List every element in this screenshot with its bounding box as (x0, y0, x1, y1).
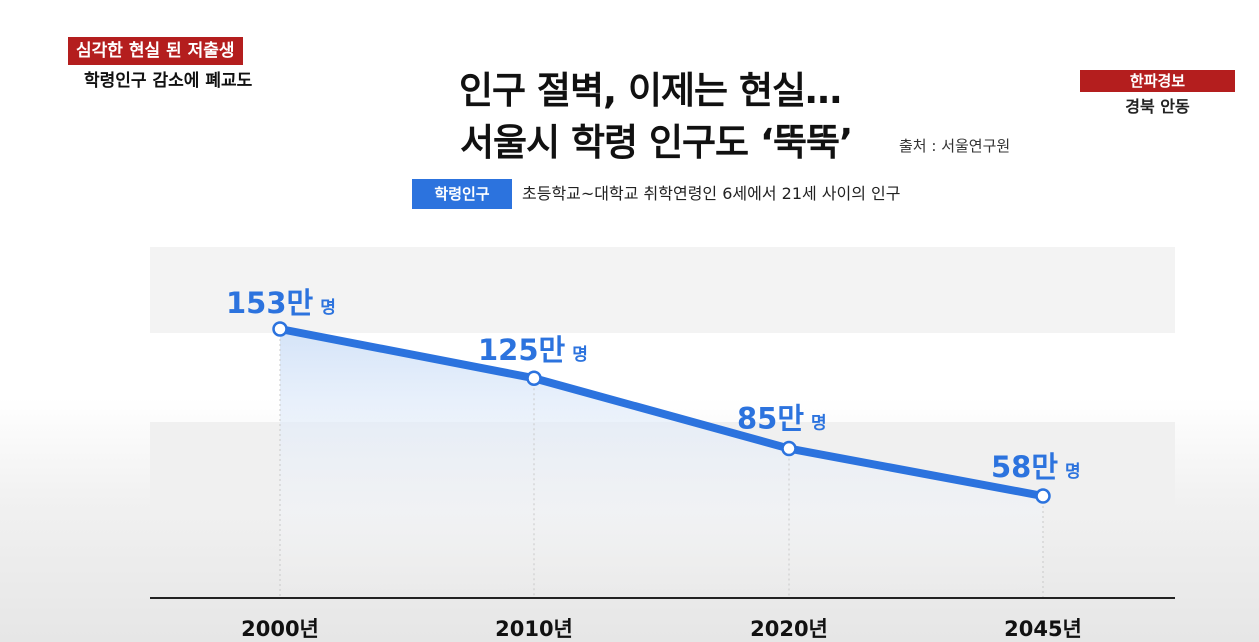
data-point (1035, 488, 1051, 504)
background-band (150, 247, 1175, 333)
chart-title-line1: 인구 절벽, 이제는 현실… (458, 69, 842, 112)
chart-source: 출처 : 서울연구원 (899, 137, 1011, 155)
x-tick-label: 2010년 (495, 617, 573, 641)
data-point (781, 440, 797, 457)
data-label: 125만 명 (478, 333, 588, 367)
chart-title-line2: 서울시 학령 인구도 ‘뚝뚝’ (460, 121, 853, 164)
data-point (272, 321, 288, 337)
weather-alert-region: 경북 안동 (1080, 92, 1235, 122)
definition-badge: 학령인구 (412, 179, 512, 209)
weather-alert-box: 한파경보 경북 안동 (1080, 70, 1235, 122)
definition-text: 초등학교~대학교 취학연령인 6세에서 21세 사이의 인구 (522, 184, 901, 203)
data-point (526, 370, 542, 386)
data-label: 58만 명 (991, 450, 1081, 484)
data-label: 85만 명 (737, 402, 827, 436)
area-fill (280, 329, 1043, 598)
data-label: 153만 명 (226, 286, 336, 320)
topic-tag: 심각한 현실 된 저출생 (68, 37, 243, 65)
topic-subtitle: 학령인구 감소에 폐교도 (84, 71, 253, 91)
weather-alert-type: 한파경보 (1080, 70, 1235, 92)
x-tick-label: 2045년 (1004, 617, 1082, 641)
series-line (276, 325, 1047, 501)
x-tick-label: 2020년 (750, 617, 828, 641)
x-tick-label: 2000년 (241, 617, 319, 641)
